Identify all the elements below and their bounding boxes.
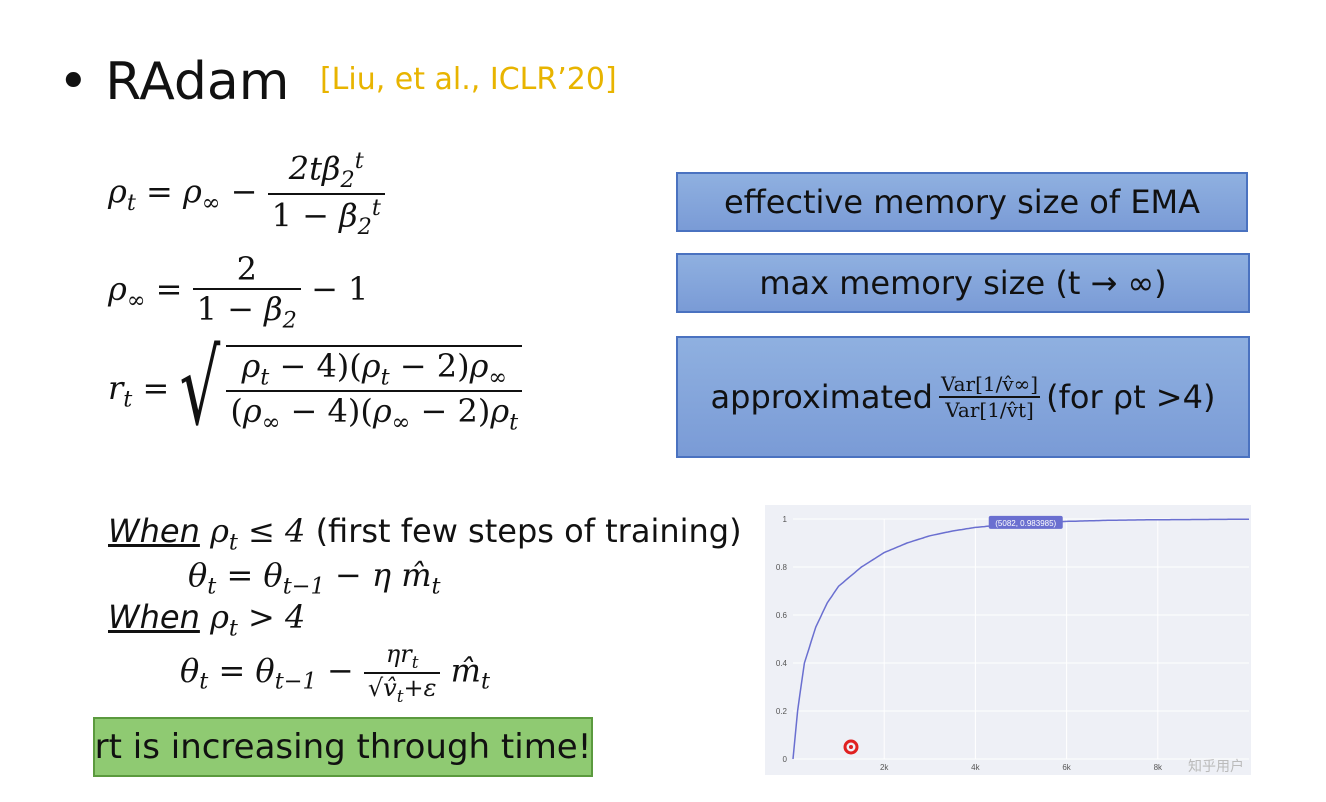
rule-2-update: θt = θt−1 − ηrt √v̂t+ε m̂t — [180, 640, 490, 706]
cursor-marker — [843, 739, 859, 755]
effective-memory-label: effective memory size of EMA — [723, 183, 1201, 221]
y-tick-label: 0.6 — [776, 611, 788, 620]
bullet: • — [58, 52, 89, 112]
y-tick-label: 0.2 — [776, 707, 788, 716]
watermark: 知乎用户 — [1188, 758, 1244, 774]
x-tick-label: 4k — [971, 763, 980, 772]
title-text: RAdam — [105, 52, 290, 112]
x-tick-label: 6k — [1062, 763, 1071, 772]
rule-1-condition: When ρt ≤ 4 (first few steps of training… — [108, 512, 742, 556]
variance-ratio: Var[1/v̂∞] Var[1/v̂t] — [938, 372, 1041, 422]
annotation-label: (5082, 0.983985) — [995, 519, 1056, 528]
conclusion-text: rt is increasing through time! — [94, 727, 592, 767]
effective-memory-box: effective memory size of EMA — [676, 172, 1248, 232]
y-tick-label: 1 — [783, 515, 788, 524]
rule-1-update: θt = θt−1 − η m̂t — [188, 556, 441, 600]
approx-suffix: (for ρt >4) — [1046, 378, 1216, 416]
y-tick-label: 0 — [783, 755, 788, 764]
slide-title: • RAdam [Liu, et al., ICLR’20] — [58, 52, 617, 112]
formula-rho-t: ρt = ρ∞ − 2tβ2t 1 − β2t — [108, 148, 385, 240]
approx-prefix: approximated — [710, 378, 933, 416]
y-tick-label: 0.4 — [776, 659, 788, 668]
conclusion-box: rt is increasing through time! — [93, 717, 593, 777]
max-memory-box: max memory size (t → ∞) — [676, 253, 1250, 313]
x-tick-label: 8k — [1154, 763, 1163, 772]
series-line — [792, 518, 1250, 760]
cursor-dot — [849, 745, 853, 749]
x-tick-label: 2k — [880, 763, 889, 772]
chart-panel: 0 0.2 0.4 0.6 0.8 1 2k 4k 6k 8k (5082, 0.983985) — [765, 505, 1251, 775]
y-tick-label: 0.8 — [776, 563, 788, 572]
rule-2-condition: When ρt > 4 — [108, 598, 306, 642]
approx-box: approximated Var[1/v̂∞] Var[1/v̂t] (for … — [676, 336, 1250, 458]
annotation-bg — [988, 515, 1063, 529]
rt-curve-chart: 0 0.2 0.4 0.6 0.8 1 2k 4k 6k 8k (5082, 0.983985) — [776, 515, 1250, 772]
max-memory-label: max memory size (t → ∞) — [759, 264, 1167, 302]
citation: [Liu, et al., ICLR’20] — [319, 62, 617, 97]
formula-r-t: rt = √ ρt − 4)(ρt − 2)ρ∞ (ρ∞ − 4)(ρ∞ − 2… — [108, 331, 523, 450]
